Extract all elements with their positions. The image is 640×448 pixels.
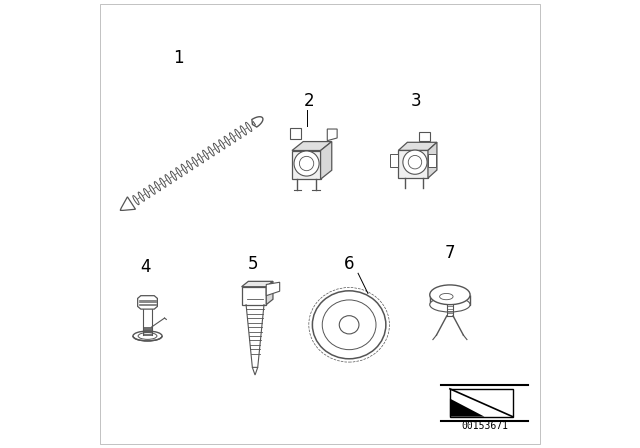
Ellipse shape xyxy=(339,316,359,334)
Polygon shape xyxy=(292,151,321,179)
Polygon shape xyxy=(398,142,437,151)
Polygon shape xyxy=(138,296,157,309)
Text: 1: 1 xyxy=(173,49,184,67)
Ellipse shape xyxy=(197,154,204,163)
Text: 3: 3 xyxy=(411,92,422,110)
Polygon shape xyxy=(252,117,263,127)
Polygon shape xyxy=(398,151,428,178)
Ellipse shape xyxy=(133,331,162,341)
Ellipse shape xyxy=(229,133,236,142)
Circle shape xyxy=(300,156,314,171)
Ellipse shape xyxy=(176,168,182,177)
Ellipse shape xyxy=(149,185,156,194)
Text: 00153671: 00153671 xyxy=(461,421,508,431)
Ellipse shape xyxy=(240,126,246,135)
Polygon shape xyxy=(252,367,258,375)
Ellipse shape xyxy=(224,136,230,146)
Polygon shape xyxy=(321,142,332,179)
Polygon shape xyxy=(292,142,332,151)
Ellipse shape xyxy=(440,293,453,300)
Ellipse shape xyxy=(208,147,214,156)
Text: 2: 2 xyxy=(303,92,314,110)
Text: 5: 5 xyxy=(248,255,258,273)
Ellipse shape xyxy=(138,192,145,201)
FancyBboxPatch shape xyxy=(290,128,301,139)
Circle shape xyxy=(408,155,422,169)
Polygon shape xyxy=(266,282,280,296)
Bar xyxy=(450,389,513,417)
Ellipse shape xyxy=(133,196,139,205)
Ellipse shape xyxy=(203,150,209,159)
Bar xyxy=(428,154,436,167)
Ellipse shape xyxy=(430,285,470,305)
Ellipse shape xyxy=(154,181,161,191)
Text: 6: 6 xyxy=(344,255,355,273)
Bar xyxy=(390,154,398,167)
Ellipse shape xyxy=(159,178,166,187)
Ellipse shape xyxy=(312,291,386,359)
Ellipse shape xyxy=(246,122,252,131)
Polygon shape xyxy=(327,129,337,141)
Ellipse shape xyxy=(323,300,376,349)
Polygon shape xyxy=(428,142,437,178)
Polygon shape xyxy=(450,399,484,417)
Ellipse shape xyxy=(213,143,220,152)
Polygon shape xyxy=(241,281,273,287)
Ellipse shape xyxy=(138,332,157,340)
Ellipse shape xyxy=(219,140,225,149)
Ellipse shape xyxy=(181,164,188,173)
Text: 7: 7 xyxy=(445,244,455,262)
Ellipse shape xyxy=(430,297,470,312)
Polygon shape xyxy=(120,197,136,211)
Circle shape xyxy=(294,151,319,176)
Ellipse shape xyxy=(186,161,193,170)
Ellipse shape xyxy=(235,129,241,138)
Ellipse shape xyxy=(170,171,177,180)
Text: 4: 4 xyxy=(140,258,150,276)
Polygon shape xyxy=(419,133,430,142)
Polygon shape xyxy=(266,281,273,305)
Ellipse shape xyxy=(192,157,198,166)
Circle shape xyxy=(403,150,427,174)
Bar xyxy=(241,287,266,305)
Ellipse shape xyxy=(165,175,172,184)
Ellipse shape xyxy=(143,189,150,198)
